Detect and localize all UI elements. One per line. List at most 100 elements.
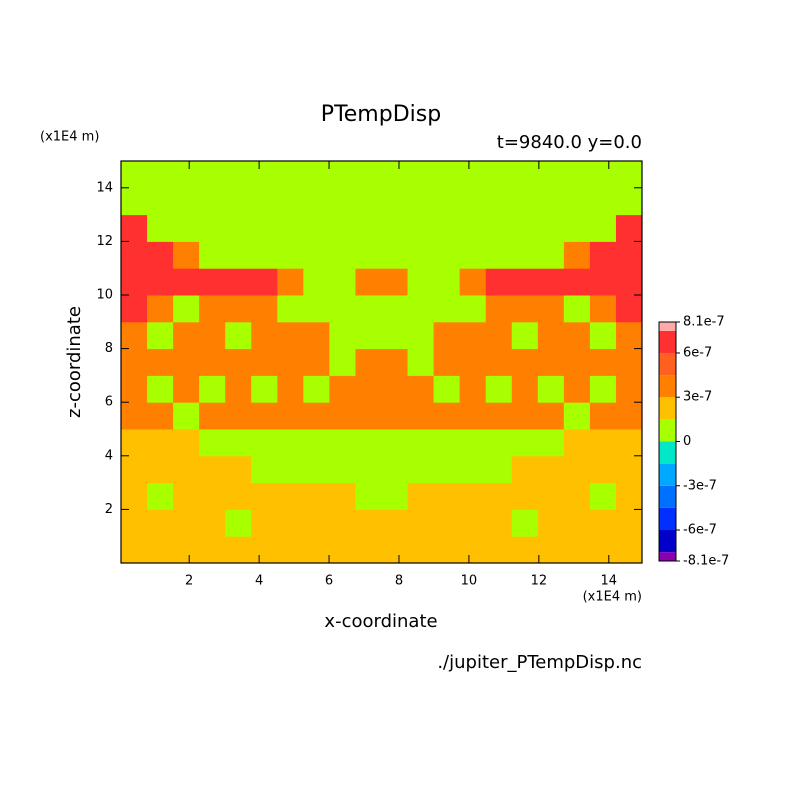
contour-cell (173, 455, 200, 484)
contour-cell (407, 295, 435, 323)
x-tick-label: 12 (531, 574, 548, 589)
chart-title: PTempDisp (321, 102, 441, 127)
contour-cell (407, 187, 435, 216)
contour-cell (173, 241, 200, 269)
contour-cell (537, 161, 565, 189)
contour-cell (173, 321, 200, 350)
contour-cell (173, 375, 200, 403)
contour-cell (355, 375, 382, 403)
contour-cell (589, 214, 617, 242)
contour-cell (225, 482, 252, 510)
colorbar-tick-label: -8.1e-7 (683, 554, 729, 569)
contour-cell (537, 509, 565, 537)
x-tick-label: 2 (185, 574, 193, 589)
contour-cell (199, 268, 226, 296)
contour-cell (615, 536, 643, 564)
contour-cell (485, 241, 513, 269)
contour-cell (277, 241, 304, 269)
contour-cell (251, 348, 278, 376)
contour-cell (615, 455, 643, 484)
contour-cell (225, 509, 252, 537)
contour-cell (615, 402, 643, 430)
contour-cell (355, 402, 382, 430)
contour-cell (251, 509, 278, 537)
y-tick-label: 8 (105, 341, 113, 356)
contour-cell (199, 536, 226, 564)
contour-cell (147, 536, 174, 564)
contour-cell (303, 295, 330, 323)
contour-cell (433, 268, 461, 296)
contour-cell (355, 187, 382, 216)
contour-cell (433, 402, 461, 430)
x-tick-label: 8 (395, 574, 403, 589)
contour-cell (537, 375, 565, 403)
contour-cell (511, 187, 539, 216)
contour-cell (277, 509, 304, 537)
contour-cell (173, 161, 200, 189)
contour-cell (407, 509, 435, 537)
contour-cell (355, 161, 382, 189)
contour-cell (563, 402, 591, 430)
contour-cell (381, 268, 409, 296)
contour-cell (485, 161, 513, 189)
contour-cell (459, 536, 487, 564)
contour-cell (459, 402, 487, 430)
contour-cell (485, 482, 513, 510)
contour-cell (485, 214, 513, 242)
contour-cell (563, 348, 591, 376)
contour-cell (407, 536, 435, 564)
contour-cell (199, 455, 226, 484)
colorbar-band (659, 419, 676, 442)
contour-cell (277, 375, 304, 403)
contour-cell (147, 375, 174, 403)
contour-cell (225, 536, 252, 564)
contour-cell (251, 429, 278, 457)
contour-cell (329, 214, 356, 242)
contour-cell (381, 482, 409, 510)
contour-cell (537, 295, 565, 323)
contour-cell (615, 241, 643, 269)
contour-cell (199, 509, 226, 537)
contour-cell (329, 375, 356, 403)
contour-cell (121, 321, 148, 350)
contour-cell (147, 509, 174, 537)
contour-field (121, 161, 643, 564)
contour-cell (589, 375, 617, 403)
contour-cell (511, 214, 539, 242)
contour-cell (485, 375, 513, 403)
contour-cell (329, 455, 356, 484)
contour-cell (225, 375, 252, 403)
contour-cell (537, 429, 565, 457)
contour-cell (511, 241, 539, 269)
y-tick-label: 12 (96, 234, 113, 249)
contour-cell (589, 429, 617, 457)
contour-cell (251, 161, 278, 189)
contour-cell (459, 214, 487, 242)
contour-cell (589, 455, 617, 484)
contour-cell (173, 295, 200, 323)
contour-cell (433, 429, 461, 457)
contour-cell (251, 402, 278, 430)
contour-cell (589, 482, 617, 510)
contour-cell (433, 482, 461, 510)
contour-cell (329, 161, 356, 189)
contour-cell (511, 161, 539, 189)
colorbar-tick-label: 0 (683, 434, 691, 449)
contour-cell (433, 536, 461, 564)
colorbar-tick-label: 3e-7 (683, 390, 712, 405)
contour-cell (381, 375, 409, 403)
contour-cell (277, 348, 304, 376)
contour-cell (459, 482, 487, 510)
contour-cell (511, 482, 539, 510)
x-tick-label: 6 (325, 574, 333, 589)
contour-cell (225, 241, 252, 269)
contour-cell (303, 214, 330, 242)
contour-cell (589, 402, 617, 430)
x-unit: (x1E4 m) (583, 590, 642, 605)
contour-cell (173, 268, 200, 296)
contour-cell (433, 241, 461, 269)
colorbar-band (659, 441, 676, 464)
contour-cell (511, 348, 539, 376)
colorbar-tick-label: 6e-7 (683, 345, 712, 360)
contour-cell (407, 402, 435, 430)
